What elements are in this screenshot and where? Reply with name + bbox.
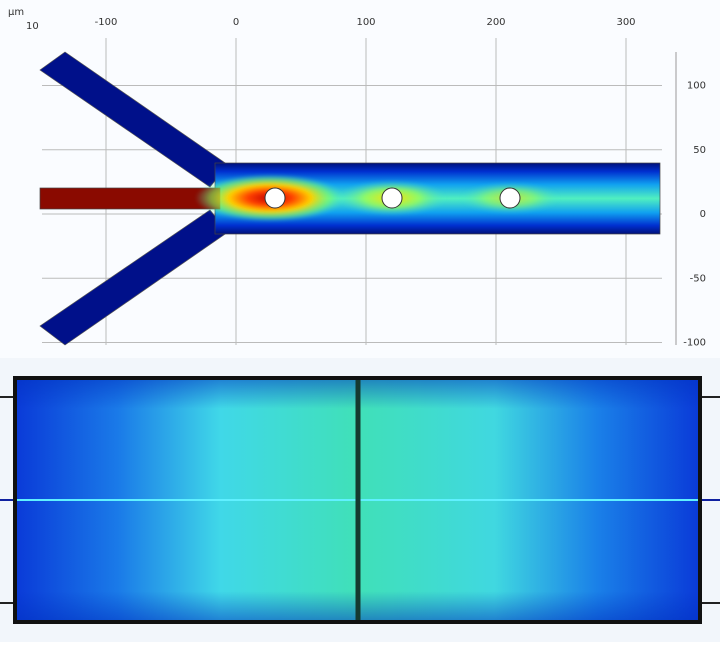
y-tick-label: 0 (700, 209, 706, 220)
y-tick-label: -50 (690, 273, 706, 284)
pillar (264, 187, 286, 209)
pillar (381, 187, 403, 209)
x-tick-label: 100 (356, 17, 375, 28)
x-tick-label: 300 (616, 17, 635, 28)
x-tick-label: -100 (95, 17, 118, 28)
y-tick-label: 100 (687, 81, 706, 92)
unit-label: µm (8, 7, 24, 18)
pillar (499, 187, 521, 209)
y-tick-label: -100 (683, 338, 706, 349)
x-tick-label: 200 (486, 17, 505, 28)
y-tick-label: 50 (693, 145, 706, 156)
center-inlet (39, 187, 221, 210)
corner-label: 10 (26, 21, 39, 32)
x-tick-label: 0 (233, 17, 239, 28)
